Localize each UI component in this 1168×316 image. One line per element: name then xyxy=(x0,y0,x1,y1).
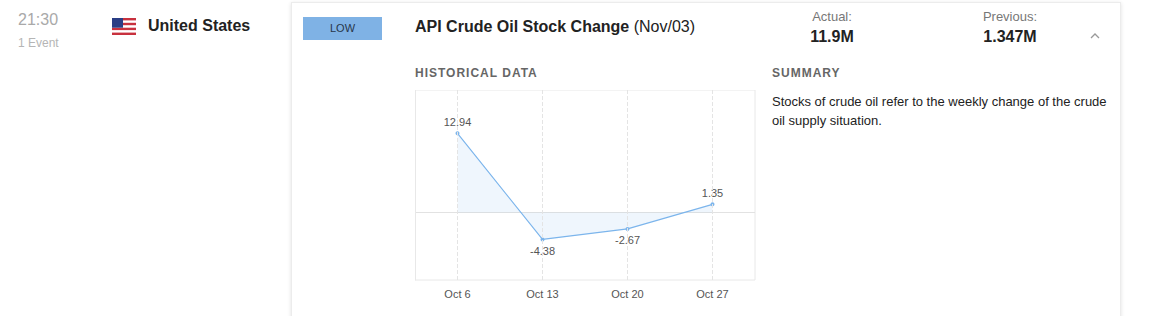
html-text:Actual:: Actual: xyxy=(812,9,852,24)
svg-text:Oct 13: Oct 13 xyxy=(526,288,558,300)
svg-text:-4.38: -4.38 xyxy=(530,244,555,257)
html-text:HISTORICAL DATA: HISTORICAL DATA xyxy=(415,66,538,80)
html-text:LOW: LOW xyxy=(330,22,355,34)
svg-text:12.94: 12.94 xyxy=(443,115,472,128)
svg-text:-2.67: -2.67 xyxy=(615,234,640,247)
svg-text:Oct 20: Oct 20 xyxy=(611,288,643,300)
svg-text:Oct 6: Oct 6 xyxy=(444,288,470,300)
html-text:Previous:: Previous: xyxy=(982,9,1038,24)
svg-text:1.35: 1.35 xyxy=(701,186,724,199)
html-text:1.347M: 1.347M xyxy=(983,28,1037,45)
html-text:1 Event: 1 Event xyxy=(18,36,59,50)
html-text:United States: United States xyxy=(148,17,251,34)
html-text:11.9M: 11.9M xyxy=(810,28,854,45)
html-text:21:30: 21:30 xyxy=(18,11,58,28)
svg-text:Oct 27: Oct 27 xyxy=(696,288,728,300)
html-text:Stocks of crude oil refer to t: Stocks of crude oil refer to the weekly … xyxy=(772,94,1107,128)
html-text:SUMMARY: SUMMARY xyxy=(772,66,841,80)
html-text:API Crude Oil Stock Change (No: API Crude Oil Stock Change (Nov/03) xyxy=(415,18,696,35)
